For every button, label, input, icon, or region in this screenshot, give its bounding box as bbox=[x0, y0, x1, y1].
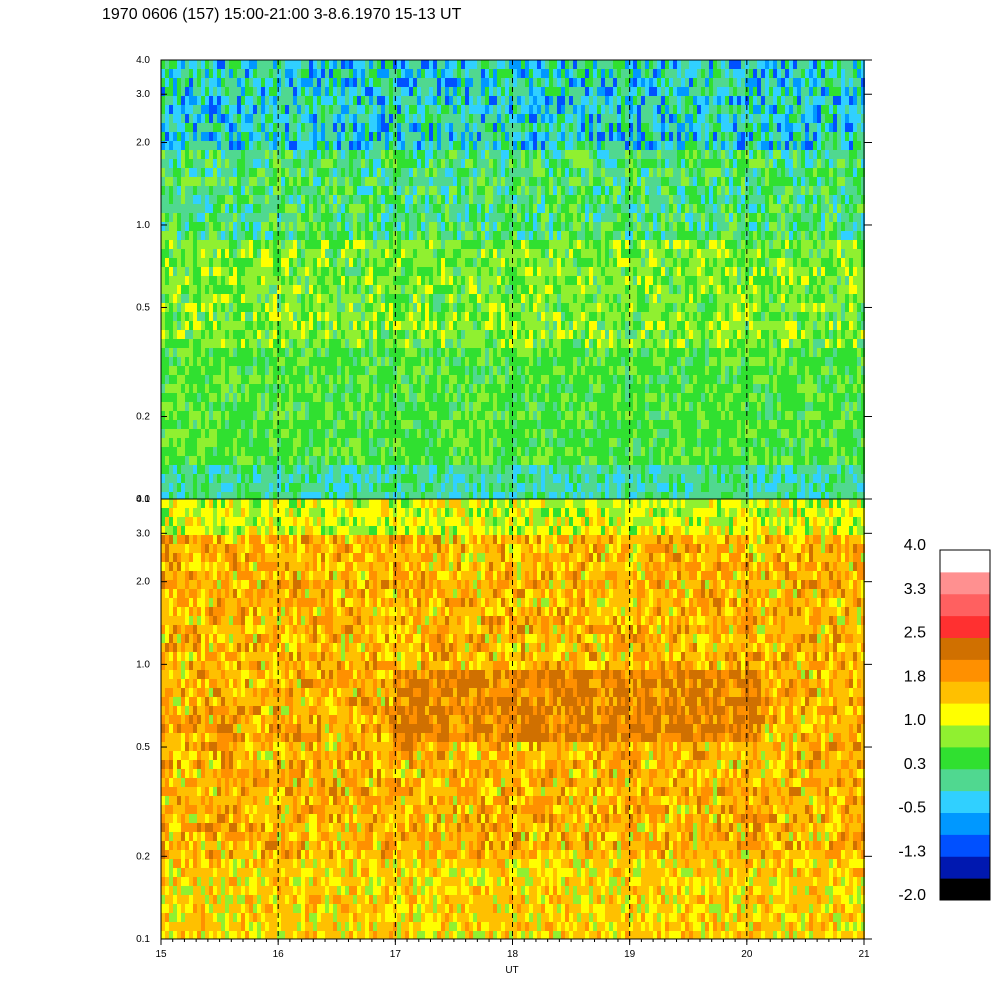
colorbar-label: -1.3 bbox=[898, 843, 926, 860]
y-tick-label: 0.1 bbox=[136, 494, 150, 505]
colorbar-swatch bbox=[940, 746, 990, 770]
y-tick-label: 4.0 bbox=[136, 494, 150, 505]
colorbar-label: 2.5 bbox=[904, 625, 926, 642]
colorbar-swatch bbox=[940, 856, 990, 879]
colorbar-swatch bbox=[940, 725, 990, 748]
colorbar-label: 1.0 bbox=[904, 712, 926, 729]
x-tick-label: 21 bbox=[858, 949, 870, 960]
colorbar-label: 1.8 bbox=[904, 668, 926, 685]
y-tick-label: 0.5 bbox=[136, 742, 150, 753]
colorbar-label: 3.3 bbox=[904, 581, 926, 598]
y-tick-label: 3.0 bbox=[136, 89, 150, 100]
colorbar-swatch bbox=[940, 593, 990, 617]
colorbar-swatch bbox=[940, 615, 990, 638]
colorbar-swatch bbox=[940, 790, 990, 813]
colorbar-frame bbox=[939, 549, 991, 901]
colorbar-swatch bbox=[940, 834, 990, 857]
x-tick-label: 16 bbox=[273, 949, 285, 960]
colorbar-swatch bbox=[940, 637, 990, 660]
x-tick-label: 20 bbox=[741, 949, 753, 960]
colorbar-label: 4.0 bbox=[904, 537, 926, 554]
colorbar-swatch bbox=[940, 768, 990, 792]
colorbar-swatch bbox=[940, 550, 990, 573]
colorbar-label: 0.3 bbox=[904, 756, 926, 773]
y-tick-label: 1.0 bbox=[136, 659, 150, 670]
x-axis-label: UT bbox=[505, 965, 518, 976]
y-tick-label: 0.1 bbox=[136, 934, 150, 945]
y-tick-label: 0.5 bbox=[136, 302, 150, 313]
colorbar-label: -2.0 bbox=[898, 887, 926, 904]
x-tick-label: 19 bbox=[624, 949, 636, 960]
x-tick-label: 15 bbox=[155, 949, 167, 960]
y-tick-label: 1.0 bbox=[136, 220, 150, 231]
colorbar-swatch bbox=[940, 703, 990, 726]
colorbar-swatch bbox=[940, 681, 990, 704]
colorbar-swatch bbox=[940, 571, 990, 595]
y-tick-label: 4.0 bbox=[136, 55, 150, 66]
colorbar-swatch bbox=[940, 659, 990, 682]
colorbar-label: -0.5 bbox=[898, 800, 926, 817]
colorbar: 4.0 3.3 2.5 1.8 1.0 0.3 -0.5 -1.3 -2.0 bbox=[898, 537, 991, 904]
chart-title: 1970 0606 (157) 15:00-21:00 3-8.6.1970 1… bbox=[102, 6, 462, 23]
y-tick-label: 0.2 bbox=[136, 412, 150, 423]
y-tick-label: 2.0 bbox=[136, 577, 150, 588]
colorbar-swatch bbox=[940, 812, 990, 835]
colorbar-swatch bbox=[940, 878, 990, 901]
upper-panel-spectrogram bbox=[161, 60, 865, 499]
y-tick-label: 2.0 bbox=[136, 137, 150, 148]
y-tick-label: 3.0 bbox=[136, 528, 150, 539]
y-tick-label: 0.2 bbox=[136, 851, 150, 862]
x-tick-label: 17 bbox=[390, 949, 402, 960]
x-tick-label: 18 bbox=[507, 949, 519, 960]
